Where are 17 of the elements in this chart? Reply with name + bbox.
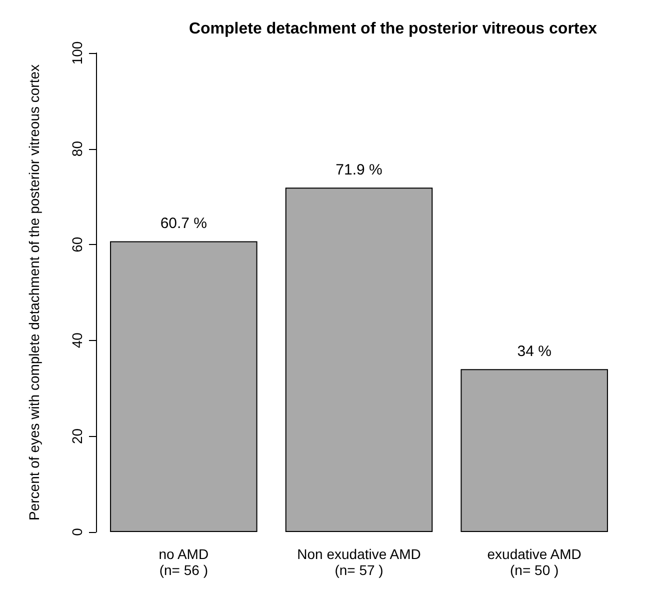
y-tick-label: 40	[69, 332, 85, 348]
y-axis-title: Percent of eyes with complete detachment of the posterior vitreous cortex	[26, 64, 42, 521]
bar	[110, 241, 258, 532]
data-label: 60.7 %	[160, 215, 208, 232]
data-label: 34 %	[517, 343, 552, 360]
data-label: 71.9 %	[336, 162, 382, 179]
bar	[460, 369, 608, 532]
x-tick-label: no AMD (n= 56 )	[158, 546, 209, 578]
bar	[285, 188, 433, 532]
y-tick-label: 100	[69, 41, 85, 65]
y-tick-label: 80	[69, 140, 85, 157]
y-tick-label: 20	[69, 428, 85, 444]
x-tick-label: Non exudative AMD (n= 57 )	[297, 546, 421, 578]
chart-title: Complete detachment of the posterior vitreous cortex	[188, 20, 598, 38]
x-tick-label: exudative AMD (n= 50 )	[487, 546, 582, 578]
y-tick-label: 0	[69, 528, 85, 536]
y-tick-label: 60	[69, 236, 85, 252]
